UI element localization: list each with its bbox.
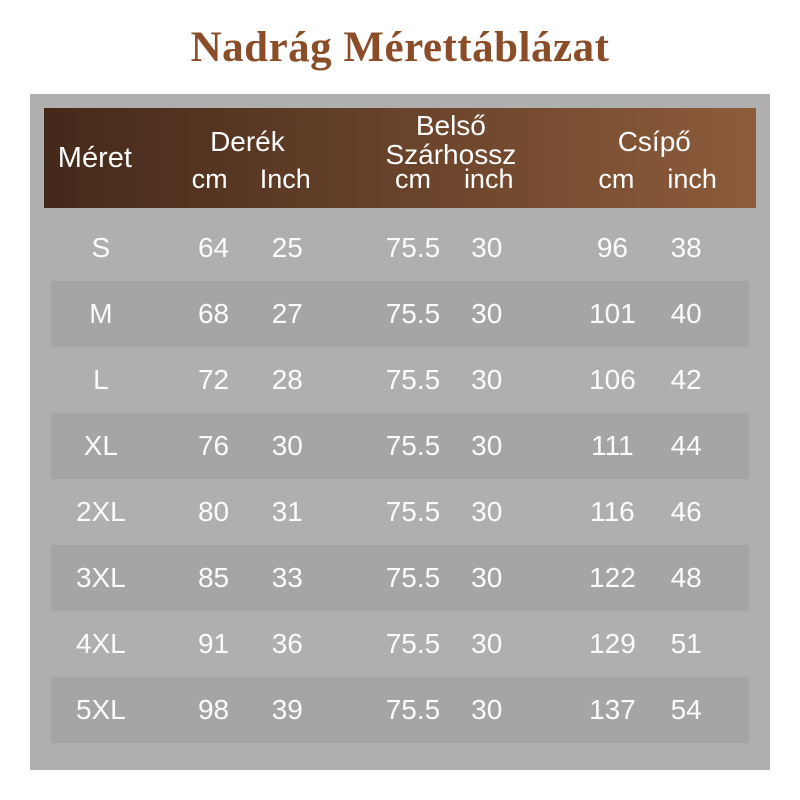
value-cell: 80 <box>197 496 230 527</box>
value-cell: 51 <box>670 628 702 659</box>
table-row: 2XL 80 31 75.5 30 116 46 <box>51 479 749 545</box>
table-row: 5XL 98 39 75.5 30 137 54 <box>51 677 749 743</box>
value-cell: 75.5 <box>385 298 441 329</box>
value-cell: 129 <box>589 628 636 659</box>
size-cell: 5XL <box>75 694 126 725</box>
value-cell: 75.5 <box>385 496 441 527</box>
value-cell: 64 <box>197 232 230 263</box>
table-header: Méret Derék Belső Szárhossz Csípő cm Inc… <box>44 108 756 208</box>
value-cell: 75.5 <box>385 628 441 659</box>
value-cell: 75.5 <box>385 694 441 725</box>
value-cell: 30 <box>271 430 303 461</box>
table-rows: S 64 25 75.5 30 96 38 M 68 27 75.5 30 101 40 L 72 28 75.5… <box>51 215 749 743</box>
column-header-belso-szarhossz: Belső Szárhossz <box>349 108 552 169</box>
size-cell: 4XL <box>75 628 126 659</box>
value-cell: 27 <box>271 298 303 329</box>
value-cell: 75.5 <box>385 562 441 593</box>
value-cell: 39 <box>271 694 303 725</box>
column-header-csipo: Csípő <box>617 126 691 157</box>
table-row: 4XL 91 36 75.5 30 129 51 <box>51 611 749 677</box>
value-cell: 30 <box>471 364 503 395</box>
value-cell: 75.5 <box>385 232 441 263</box>
value-cell: 31 <box>271 496 303 527</box>
value-cell: 44 <box>670 430 702 461</box>
page-title: Nadrág Mérettáblázat <box>190 23 610 71</box>
size-cell: 2XL <box>75 496 126 527</box>
value-cell: 72 <box>197 364 230 395</box>
unit-header-derek-inch: Inch <box>259 163 311 194</box>
unit-header-derek-cm: cm <box>191 163 228 194</box>
value-cell: 75.5 <box>385 430 441 461</box>
table-row: XL 76 30 75.5 30 111 44 <box>51 413 749 479</box>
size-cell: 3XL <box>75 562 126 593</box>
value-cell: 106 <box>589 364 636 395</box>
size-chart-panel: Méret Derék Belső Szárhossz Csípő cm Inc… <box>30 94 770 770</box>
value-cell: 30 <box>471 232 503 263</box>
value-cell: 33 <box>271 562 303 593</box>
size-cell: M <box>89 298 113 329</box>
size-cell: S <box>91 232 111 263</box>
value-cell: 85 <box>197 562 230 593</box>
value-cell: 30 <box>471 562 503 593</box>
value-cell: 46 <box>670 496 702 527</box>
value-cell: 116 <box>590 496 635 527</box>
value-cell: 91 <box>197 628 230 659</box>
column-header-meret: Méret <box>57 141 132 174</box>
value-cell: 30 <box>471 496 503 527</box>
value-cell: 42 <box>670 364 702 395</box>
table-row: S 64 25 75.5 30 96 38 <box>51 215 749 281</box>
value-cell: 76 <box>197 430 230 461</box>
value-cell: 75.5 <box>385 364 441 395</box>
value-cell: 30 <box>471 694 503 725</box>
column-header-derek: Derék <box>210 126 285 157</box>
value-cell: 48 <box>670 562 702 593</box>
value-cell: 111 <box>591 430 634 461</box>
value-cell: 96 <box>596 232 628 263</box>
unit-header-csipo-cm: cm <box>598 163 635 194</box>
size-cell: XL <box>83 430 118 461</box>
value-cell: 98 <box>197 694 230 725</box>
header-belso-line2: Szárhossz <box>385 139 517 170</box>
value-cell: 40 <box>670 298 702 329</box>
value-cell: 36 <box>271 628 303 659</box>
table-row: M 68 27 75.5 30 101 40 <box>51 281 749 347</box>
size-cell: L <box>93 364 109 395</box>
value-cell: 30 <box>471 628 503 659</box>
unit-header-belso-cm: cm <box>394 163 431 194</box>
value-cell: 30 <box>471 298 503 329</box>
value-cell: 30 <box>471 430 503 461</box>
header-belso-line1: Belső <box>415 110 486 141</box>
table-row: 3XL 85 33 75.5 30 122 48 <box>51 545 749 611</box>
value-cell: 38 <box>670 232 702 263</box>
table-row: L 72 28 75.5 30 106 42 <box>51 347 749 413</box>
value-cell: 68 <box>197 298 230 329</box>
unit-header-csipo-inch: inch <box>667 163 717 194</box>
value-cell: 137 <box>589 694 636 725</box>
value-cell: 54 <box>670 694 702 725</box>
unit-header-belso-inch: inch <box>463 163 514 194</box>
value-cell: 28 <box>271 364 303 395</box>
value-cell: 122 <box>589 562 636 593</box>
value-cell: 25 <box>271 232 303 263</box>
title-bar: Nadrág Mérettáblázat <box>0 0 800 94</box>
value-cell: 101 <box>589 298 636 329</box>
